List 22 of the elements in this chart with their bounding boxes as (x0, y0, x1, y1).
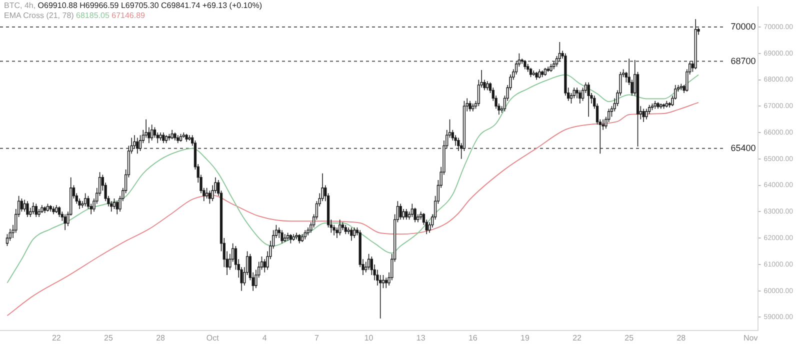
ref-line-label: 65400 (730, 142, 756, 153)
annotation: O69910.88 H69966.59 L69705.30 C69841.74 +69.13 (+0.10%) (38, 1, 262, 10)
x-tick-label: Nov (743, 333, 758, 342)
x-tick-label: 22 (572, 333, 582, 342)
x-tick-label: 10 (364, 333, 374, 342)
ref-line-label: 70000 (730, 21, 756, 32)
x-tick-label: Oct (206, 333, 220, 342)
x-tick-label: 22 (52, 333, 62, 342)
annotation: 67146.89 (110, 11, 145, 20)
x-tick-label: 28 (676, 333, 686, 342)
x-tick-label: 7 (314, 333, 320, 342)
x-tick-label: 13 (416, 333, 426, 342)
x-tick-label: 19 (520, 333, 530, 342)
annotation: 68185.05 (75, 11, 110, 20)
chart-title: BTC, 4h, (4, 1, 37, 10)
x-tick-label: 28 (156, 333, 166, 342)
x-tick-label: 16 (468, 333, 478, 342)
ref-line-label: 68700 (730, 56, 756, 66)
annotation: EMA Cross (21, 78) (4, 11, 74, 20)
x-tick-label: 25 (104, 333, 114, 342)
x-tick-label: 25 (624, 333, 634, 342)
x-tick-label: 4 (262, 333, 268, 342)
